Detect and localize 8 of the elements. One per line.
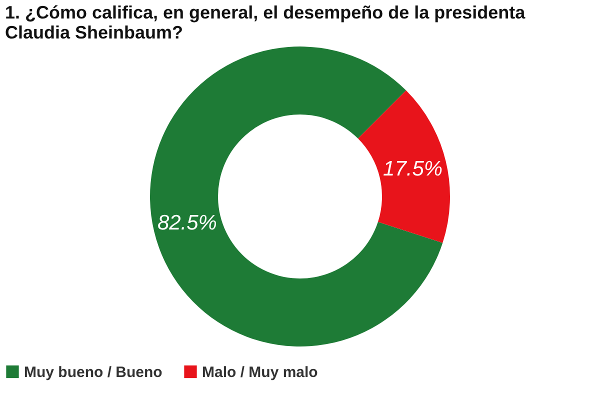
legend-label: Malo / Muy malo <box>202 364 318 381</box>
text: Claudia Sheinbaum? <box>5 22 184 42</box>
donut-slice <box>358 90 450 243</box>
data-label: 82.5% <box>157 212 217 235</box>
data-label: 17.5% <box>383 157 443 180</box>
donut-slice <box>150 46 443 346</box>
text: 1. ¿Cómo califica, en general, el desempeño de la presidenta <box>5 2 526 22</box>
legend-label: Muy bueno / Bueno <box>24 364 162 381</box>
